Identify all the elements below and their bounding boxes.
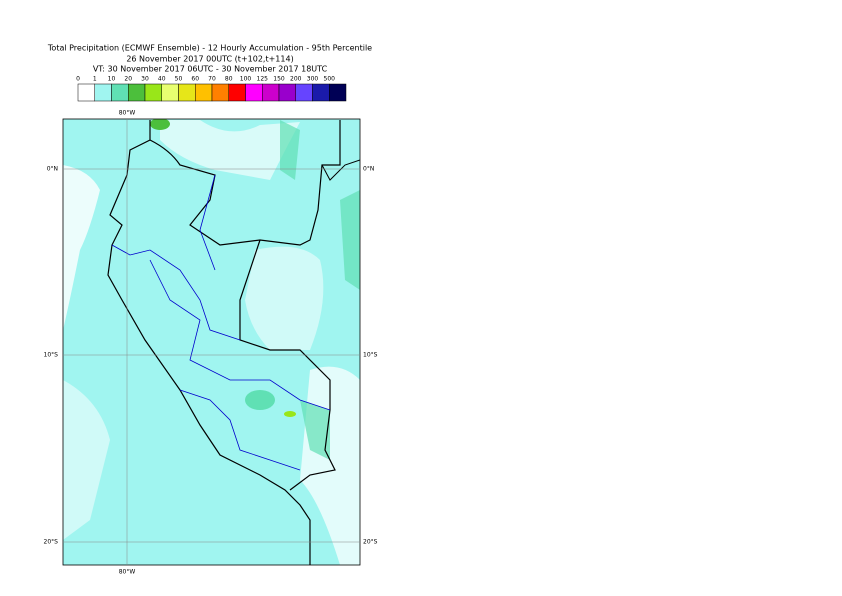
legend-label: 300 (307, 76, 319, 83)
title-line: 26 November 2017 00UTC (t+102,t+114) (126, 55, 293, 64)
map: 80°W 80°W 0°N 0°N 10°S 10°S 20°S 20°S (44, 110, 378, 576)
legend-swatch (128, 83, 146, 102)
legend-label: 20 (124, 76, 132, 83)
lat-label: 0°N (47, 166, 58, 173)
lat-label: 10°S (44, 352, 59, 359)
legend-swatch (262, 83, 280, 102)
legend-label: 10 (108, 76, 116, 83)
legend-swatch (77, 83, 95, 102)
legend-label: 0 (76, 76, 80, 83)
legend-label: 30 (141, 76, 149, 83)
legend-swatch (195, 83, 213, 102)
legend: 0 1 10 20 30 40 50 60 70 80 100 125 150 200 300 500 (76, 76, 347, 102)
legend-label: 100 (240, 76, 252, 83)
legend-label: 40 (158, 76, 166, 83)
legend-label: 150 (273, 76, 285, 83)
legend-label: 200 (290, 76, 302, 83)
lon-label: 80°W (119, 110, 136, 117)
legend-label: 50 (175, 76, 183, 83)
legend-swatch (228, 83, 246, 102)
legend-swatch (111, 83, 129, 102)
legend-label: 500 (324, 76, 336, 83)
legend-label: 60 (191, 76, 199, 83)
legend-swatch (144, 83, 162, 102)
legend-swatch (161, 83, 179, 102)
title-line: VT: 30 November 2017 06UTC - 30 November… (93, 65, 328, 74)
title-line: Total Precipitation (ECMWF Ensemble) - 1… (47, 44, 372, 53)
legend-swatch (312, 83, 330, 102)
lon-label: 80°W (119, 569, 136, 576)
legend-label: 1 (93, 76, 97, 83)
precip-field (63, 119, 360, 565)
legend-swatch (278, 83, 296, 102)
graticule (63, 119, 360, 565)
lat-label: 10°S (363, 352, 378, 359)
lat-label: 0°N (363, 166, 374, 173)
legend-label: 125 (257, 76, 269, 83)
legend-label: 70 (208, 76, 216, 83)
lat-label: 20°S (363, 539, 378, 546)
legend-swatch (245, 83, 263, 102)
legend-swatch (94, 83, 112, 102)
legend-swatch (295, 83, 313, 102)
map-frame (62, 118, 361, 566)
legend-swatch (178, 83, 196, 102)
legend-label: 80 (225, 76, 233, 83)
legend-swatch (329, 83, 347, 102)
lat-label: 20°S (44, 539, 59, 546)
borders (107, 120, 360, 565)
legend-swatch (211, 83, 229, 102)
